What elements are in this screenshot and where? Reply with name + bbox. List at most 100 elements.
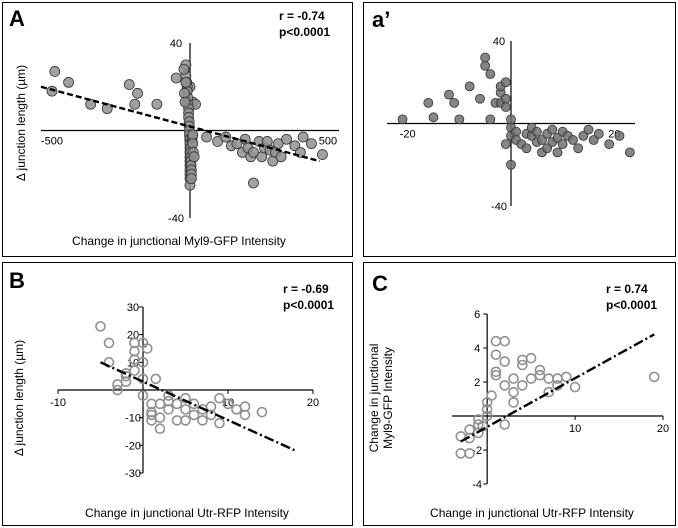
data-point [154,423,166,435]
data-point [552,133,563,143]
data-point [49,66,61,77]
data-point [490,369,502,381]
data-point [499,419,511,430]
data-point [534,369,546,381]
y-tick-label: -4 [472,479,482,491]
data-point [112,384,123,396]
data-point [454,114,465,125]
correlation-r: r = -0.69 [283,282,329,296]
scatter-plot-c: C r = 0.74 p<0.0001 Change in junctional… [367,271,669,520]
data-point [508,397,519,408]
data-point [593,128,604,139]
data-point [141,343,153,354]
data-point [517,359,528,371]
y-tick-label: 30 [127,302,139,314]
y-tick-label: -20 [125,440,141,452]
data-point [537,135,547,145]
data-point [214,417,225,429]
data-point [171,398,183,410]
data-point [170,72,182,84]
data-point [486,390,497,401]
data-point [231,404,242,415]
x-axis-label: Change in junctional Myl9-GFP Intensity [72,234,286,248]
x-tick-label: 20 [657,423,669,435]
data-point [543,373,555,384]
data-point [178,63,190,75]
data-point [272,138,284,150]
data-point [95,321,106,332]
data-point [531,126,542,137]
data-point [180,404,191,415]
data-point [256,406,268,418]
data-point [499,335,511,347]
correlation-r: r = 0.74 [606,282,648,296]
data-point [455,448,467,459]
data-point [542,143,553,154]
x-axis-label: Change in junctional Utr-RFP Intensity [85,506,289,520]
data-point [508,373,519,384]
data-point [521,143,532,154]
data-point [583,124,594,135]
y-axis-label-line1: Change in junctional [367,344,381,453]
data-point [499,356,511,367]
x-tick-label: -10 [50,397,66,409]
data-point [137,390,149,401]
data-point [508,386,519,398]
data-point [179,96,191,108]
y-tick-label: -30 [125,468,141,480]
data-point [188,151,200,163]
data-point [201,131,212,143]
data-point [132,87,143,99]
data-point [525,352,537,364]
p-value: p<0.0001 [606,298,657,312]
data-point [517,380,528,391]
data-point [499,380,511,391]
data-point [569,381,581,393]
data-point [449,97,460,108]
data-point [171,415,183,426]
data-point [129,345,140,357]
y-tick-label: -40 [491,201,507,213]
y-tick-label: 40 [170,38,182,50]
panel-c: C r = 0.74 p<0.0001 Change in junctional… [363,262,676,526]
y-tick-label: 2 [474,377,480,389]
data-point [506,114,516,125]
data-point [214,393,225,404]
data-point [248,146,259,158]
data-point [648,371,660,383]
x-tick-label: 20 [307,397,319,409]
data-point [557,139,568,150]
data-point [525,373,537,384]
data-point [490,335,502,347]
data-point [506,159,516,170]
p-value: p<0.0001 [279,25,330,39]
data-point [150,373,162,385]
data-point [306,138,317,150]
data-point [103,337,115,349]
data-point [151,98,163,110]
panel-a: A r = -0.74 p<0.0001 Change in junctiona… [2,2,353,257]
data-point [297,131,309,143]
data-point [624,147,635,158]
data-point [239,401,251,412]
panel-a-prime: a’ -20 20 40 -40 [363,2,676,257]
data-point [281,133,292,145]
data-point [180,76,192,88]
panel-label: a’ [372,7,390,32]
data-point [485,69,496,79]
data-point [163,404,174,415]
data-point [317,149,328,160]
data-point [423,97,434,108]
data-point [500,77,511,88]
data-point [212,136,223,147]
panel-label: A [9,6,25,31]
data-point [490,349,502,361]
data-point [475,93,485,104]
y-axis-label: Change in junctional Myl9-GFP Intensity [367,344,395,453]
y-tick-label: 40 [493,36,505,48]
data-point [46,85,58,97]
data-point [63,76,74,88]
data-point [112,379,123,390]
scatter-plot-b: B r = -0.69 p<0.0001 Change in junctiona… [9,268,334,520]
data-point [485,114,496,125]
